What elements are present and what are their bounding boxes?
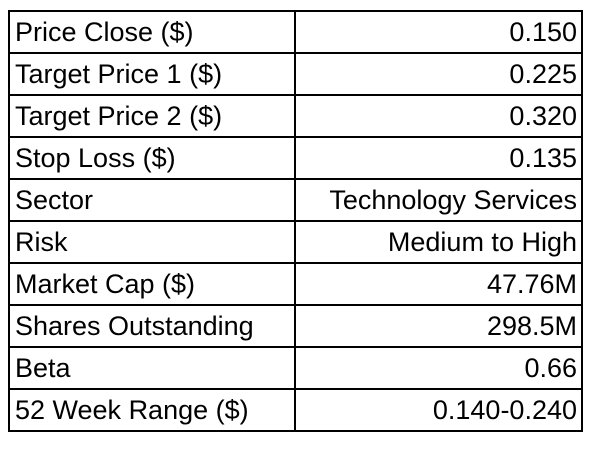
row-value: 0.225 — [294, 52, 583, 96]
row-label: Market Cap ($) — [8, 262, 296, 306]
row-value: 0.140-0.240 — [294, 388, 583, 432]
row-label: Beta — [8, 346, 296, 390]
row-label: Shares Outstanding — [8, 304, 296, 348]
table-row-target-price-1: Target Price 1 ($) 0.225 — [8, 52, 583, 96]
row-value: Technology Services — [294, 178, 583, 222]
row-value: 0.150 — [294, 10, 583, 54]
row-label: Price Close ($) — [8, 10, 296, 54]
table-row-stop-loss: Stop Loss ($) 0.135 — [8, 136, 583, 180]
row-value: 0.66 — [294, 346, 583, 390]
row-label: Target Price 2 ($) — [8, 94, 296, 138]
table-row-market-cap: Market Cap ($) 47.76M — [8, 262, 583, 306]
row-value: Medium to High — [294, 220, 583, 264]
table-row-target-price-2: Target Price 2 ($) 0.320 — [8, 94, 583, 138]
table-body: Price Close ($) 0.150 Target Price 1 ($)… — [8, 10, 583, 432]
table-row-price-close: Price Close ($) 0.150 — [8, 10, 583, 54]
row-value: 0.135 — [294, 136, 583, 180]
table-row-risk: Risk Medium to High — [8, 220, 583, 264]
row-label: 52 Week Range ($) — [8, 388, 296, 432]
row-label: Stop Loss ($) — [8, 136, 296, 180]
table-row-beta: Beta 0.66 — [8, 346, 583, 390]
row-value: 0.320 — [294, 94, 583, 138]
table-row-shares-outstanding: Shares Outstanding 298.5M — [8, 304, 583, 348]
row-value: 298.5M — [294, 304, 583, 348]
row-label: Sector — [8, 178, 296, 222]
stock-summary-table: Price Close ($) 0.150 Target Price 1 ($)… — [8, 10, 583, 432]
row-value: 47.76M — [294, 262, 583, 306]
table-row-52-week-range: 52 Week Range ($) 0.140-0.240 — [8, 388, 583, 432]
row-label: Target Price 1 ($) — [8, 52, 296, 96]
row-label: Risk — [8, 220, 296, 264]
table-row-sector: Sector Technology Services — [8, 178, 583, 222]
